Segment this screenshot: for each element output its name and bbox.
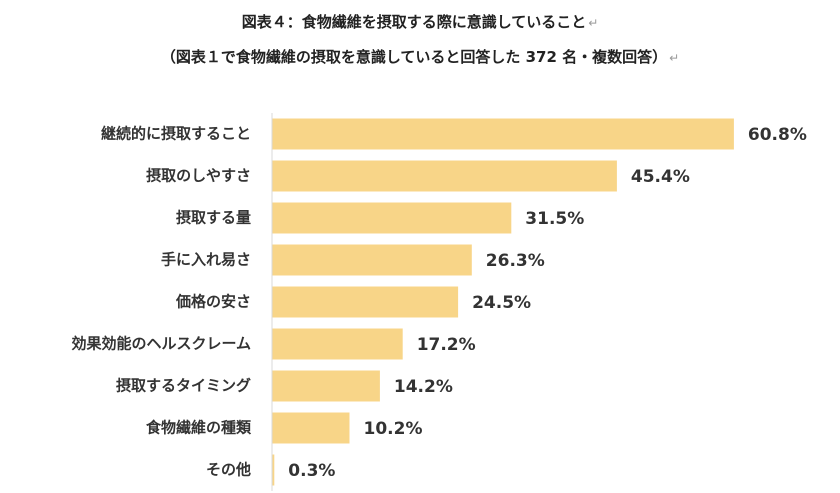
bars-group bbox=[272, 118, 734, 486]
bar bbox=[272, 286, 459, 318]
category-label: 食物繊維の種類 bbox=[146, 419, 252, 437]
bar bbox=[272, 160, 617, 192]
bar bbox=[272, 244, 472, 276]
bar bbox=[272, 328, 403, 360]
bar bbox=[272, 118, 734, 150]
category-labels-group: 継続的に摂取すること摂取のしやすさ摂取する量手に入れ易さ価格の安さ効果効能のヘル… bbox=[71, 125, 252, 479]
value-label: 14.2% bbox=[394, 377, 453, 397]
chart-subtitle: （図表１で食物繊維の摂取を意識していると回答した 372 名・複数回答） ↵ bbox=[0, 47, 840, 68]
category-label: その他 bbox=[206, 461, 251, 479]
category-label: 摂取するタイミング bbox=[116, 377, 251, 395]
value-label: 45.4% bbox=[631, 167, 690, 187]
value-labels-group: 60.8% 45.4% 31.5% 26.3% 24.5% 17.2% 14.2% 10.2%… bbox=[288, 125, 807, 481]
category-label: 摂取のしやすさ bbox=[146, 167, 251, 185]
bar bbox=[272, 202, 512, 234]
value-label: 17.2% bbox=[417, 335, 476, 355]
category-label: 手に入れ易さ bbox=[161, 251, 251, 269]
bar bbox=[272, 370, 380, 402]
chart-subtitle-text: （図表１で食物繊維の摂取を意識していると回答した 372 名・複数回答） bbox=[160, 48, 668, 66]
value-label: 24.5% bbox=[472, 293, 531, 313]
value-label: 0.3% bbox=[288, 461, 335, 481]
return-mark-icon: ↵ bbox=[588, 16, 599, 30]
category-label: 価格の安さ bbox=[175, 293, 251, 311]
category-label: 効果効能のヘルスクレーム bbox=[71, 335, 251, 353]
bar bbox=[272, 454, 275, 486]
chart-title-text: 図表４：食物繊維を摂取する際に意識していること bbox=[241, 13, 587, 31]
value-label: 31.5% bbox=[525, 209, 584, 229]
return-mark-icon: ↵ bbox=[669, 51, 680, 65]
category-label: 摂取する量 bbox=[176, 209, 251, 227]
value-label: 10.2% bbox=[364, 419, 423, 439]
chart-title: 図表４：食物繊維を摂取する際に意識していること ↵ bbox=[0, 12, 840, 33]
bar bbox=[272, 412, 350, 444]
value-label: 60.8% bbox=[748, 125, 807, 145]
value-label: 26.3% bbox=[486, 251, 545, 271]
category-label: 継続的に摂取すること bbox=[101, 125, 251, 143]
